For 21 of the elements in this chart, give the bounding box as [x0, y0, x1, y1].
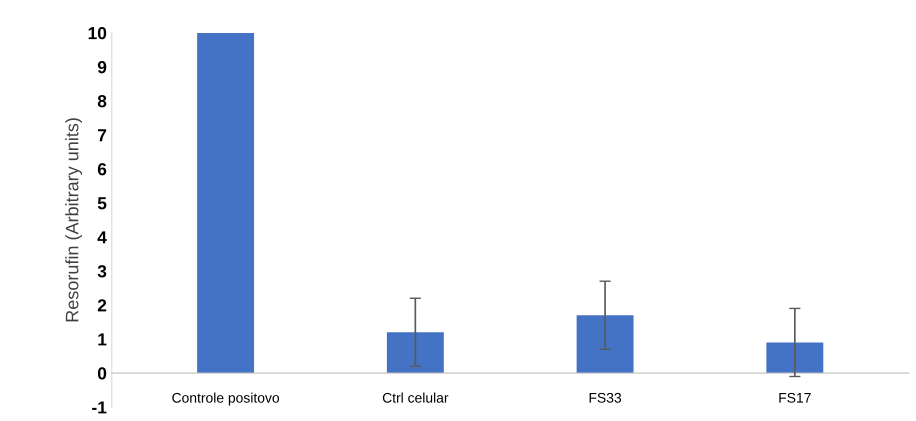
y-tick-label: 6 — [98, 163, 106, 176]
y-tick-label: 9 — [98, 61, 106, 74]
y-tick-label: 10 — [88, 27, 106, 40]
y-tick-label: 8 — [98, 95, 106, 108]
bar — [386, 332, 444, 374]
x-tick-label: Controle positovo — [172, 392, 280, 406]
y-tick-label: 5 — [98, 197, 106, 210]
bar — [197, 32, 254, 374]
y-tick-label: 1 — [98, 333, 106, 346]
y-tick-label: 7 — [98, 129, 106, 142]
x-tick-label: FS33 — [590, 392, 622, 403]
y-tick-label: 2 — [98, 299, 106, 312]
y-tick-label: 0 — [98, 367, 106, 380]
y-tick-label: 3 — [98, 265, 106, 278]
x-tick-label: FS17 — [779, 392, 811, 403]
y-tick-label: -1 — [92, 401, 106, 414]
bar — [576, 315, 634, 374]
bar — [766, 342, 824, 374]
y-axis-title: Resorufin (Arbitrary units) — [65, 118, 82, 322]
x-tick-label: Ctrl celular — [382, 392, 448, 403]
y-tick-label: 4 — [98, 231, 107, 244]
